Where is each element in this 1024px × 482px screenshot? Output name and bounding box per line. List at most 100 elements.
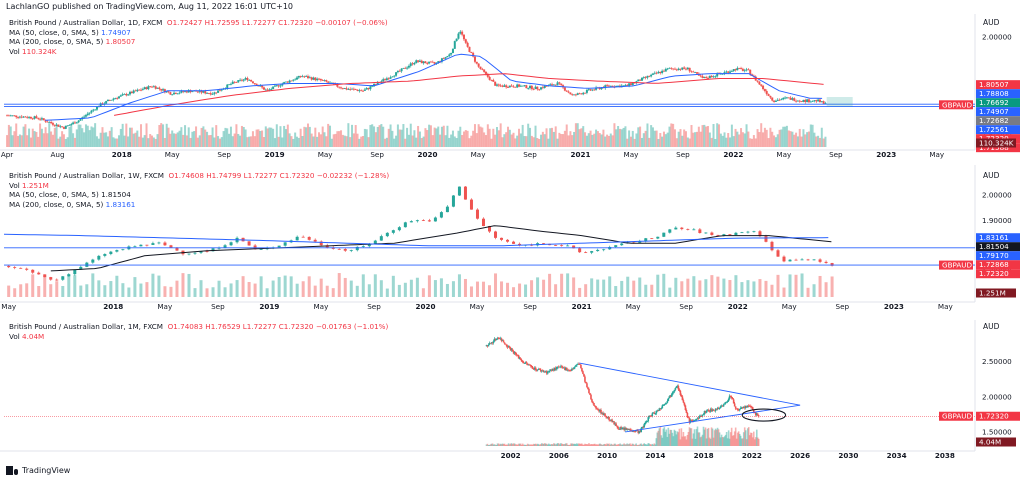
volume-bar [516, 135, 519, 147]
volume-bar [615, 129, 618, 147]
volume-bar [7, 124, 10, 147]
candle-body [171, 94, 174, 96]
candle-body [512, 86, 515, 88]
candle-body [374, 83, 377, 85]
candle-body [411, 63, 414, 65]
x-tick-label: May [471, 150, 487, 159]
volume-bar [417, 125, 420, 147]
candle-body [475, 209, 479, 219]
volume-bar [389, 124, 392, 147]
volume-bar [716, 276, 720, 297]
volume-bar [537, 444, 540, 446]
candle-body [664, 69, 667, 72]
volume-bar [473, 124, 476, 147]
legend-weekly: British Pound / Australian Dollar, 1W, F… [9, 171, 390, 209]
candle-body [683, 67, 686, 69]
volume-bar [598, 443, 600, 446]
volume-bar [741, 438, 744, 446]
volume-bar [361, 274, 365, 297]
volume-bar [240, 125, 243, 147]
x-tick-label: 2023 [876, 150, 896, 159]
candle-body [519, 358, 522, 360]
volume-bar [685, 439, 688, 446]
volume-bar [624, 444, 626, 446]
volume-bar [198, 135, 201, 147]
candle-body [277, 245, 281, 248]
candle-body [617, 85, 620, 87]
candle-body [448, 54, 451, 56]
candle-body [163, 89, 166, 93]
x-tick-label: May [626, 302, 642, 311]
candle-body [17, 117, 20, 118]
volume-bar [669, 429, 672, 446]
volume-bar [457, 274, 461, 297]
volume-bar [723, 132, 726, 147]
candle-body [510, 349, 513, 351]
volume-bar [55, 281, 59, 297]
volume-bar [206, 131, 209, 147]
candle-body [77, 120, 80, 123]
volume-bar [711, 428, 714, 446]
volume-bar [445, 283, 449, 297]
volume-bar [411, 135, 414, 147]
candle-body [403, 222, 407, 228]
candle-body [740, 407, 743, 409]
candle-body [686, 67, 689, 70]
volume-bar [623, 443, 625, 446]
volume-bar [628, 443, 630, 446]
candle-body [407, 65, 410, 68]
volume-bar [720, 434, 723, 446]
volume-bar [266, 128, 269, 147]
volume-bar [174, 133, 177, 147]
volume-bar [590, 444, 592, 446]
volume-bar [718, 124, 721, 147]
chart-panel-weekly[interactable]: British Pound / Australian Dollar, 1W, F… [0, 160, 1024, 315]
volume-bar [57, 138, 60, 147]
chart-panel-monthly[interactable]: British Pound / Australian Dollar, 1M, F… [0, 318, 1024, 466]
volume-bar [51, 134, 54, 147]
candle-body [644, 422, 647, 424]
candle-body [18, 116, 21, 118]
volume-bar [380, 124, 383, 147]
candle-body [569, 92, 572, 95]
volume-bar [684, 131, 687, 147]
volume-bar [475, 133, 478, 147]
volume-bar [745, 439, 748, 446]
volume-bar [813, 132, 816, 147]
candle-body [657, 410, 660, 412]
candle-body [384, 79, 387, 80]
candle-body [571, 368, 573, 371]
candle-body [752, 231, 756, 233]
volume-bar [696, 426, 699, 446]
volume-bar [596, 444, 598, 446]
candle-body [548, 370, 551, 372]
volume-bar [701, 125, 704, 147]
candle-body [421, 220, 425, 222]
volume-bar [488, 444, 491, 446]
candle-body [40, 118, 43, 120]
candle-body [59, 126, 62, 128]
candle-body [563, 367, 565, 369]
candle-body [453, 41, 456, 49]
volume-bar [499, 123, 502, 147]
volume-bar [631, 443, 633, 446]
volume-bar [756, 129, 759, 147]
volume-bar [688, 427, 691, 446]
chart-title: British Pound / Australian Dollar, 1W, F… [9, 171, 164, 180]
candle-body [534, 86, 537, 90]
candle-body [44, 120, 47, 122]
volume-bar [646, 444, 649, 446]
candle-body [117, 96, 120, 99]
volume-bar [765, 129, 768, 147]
candle-body [741, 407, 744, 409]
candle-body [725, 401, 728, 403]
volume-bar [503, 443, 506, 446]
chart-panel-daily[interactable]: British Pound / Australian Dollar, 1D, F… [0, 0, 1024, 155]
volume-bar [127, 287, 131, 297]
x-tick-label: 2034 [887, 451, 907, 460]
candle-body [709, 409, 712, 412]
volume-bar [119, 128, 122, 147]
volume-bar [162, 124, 165, 147]
volume-bar [575, 444, 577, 446]
candle-body [193, 252, 197, 254]
